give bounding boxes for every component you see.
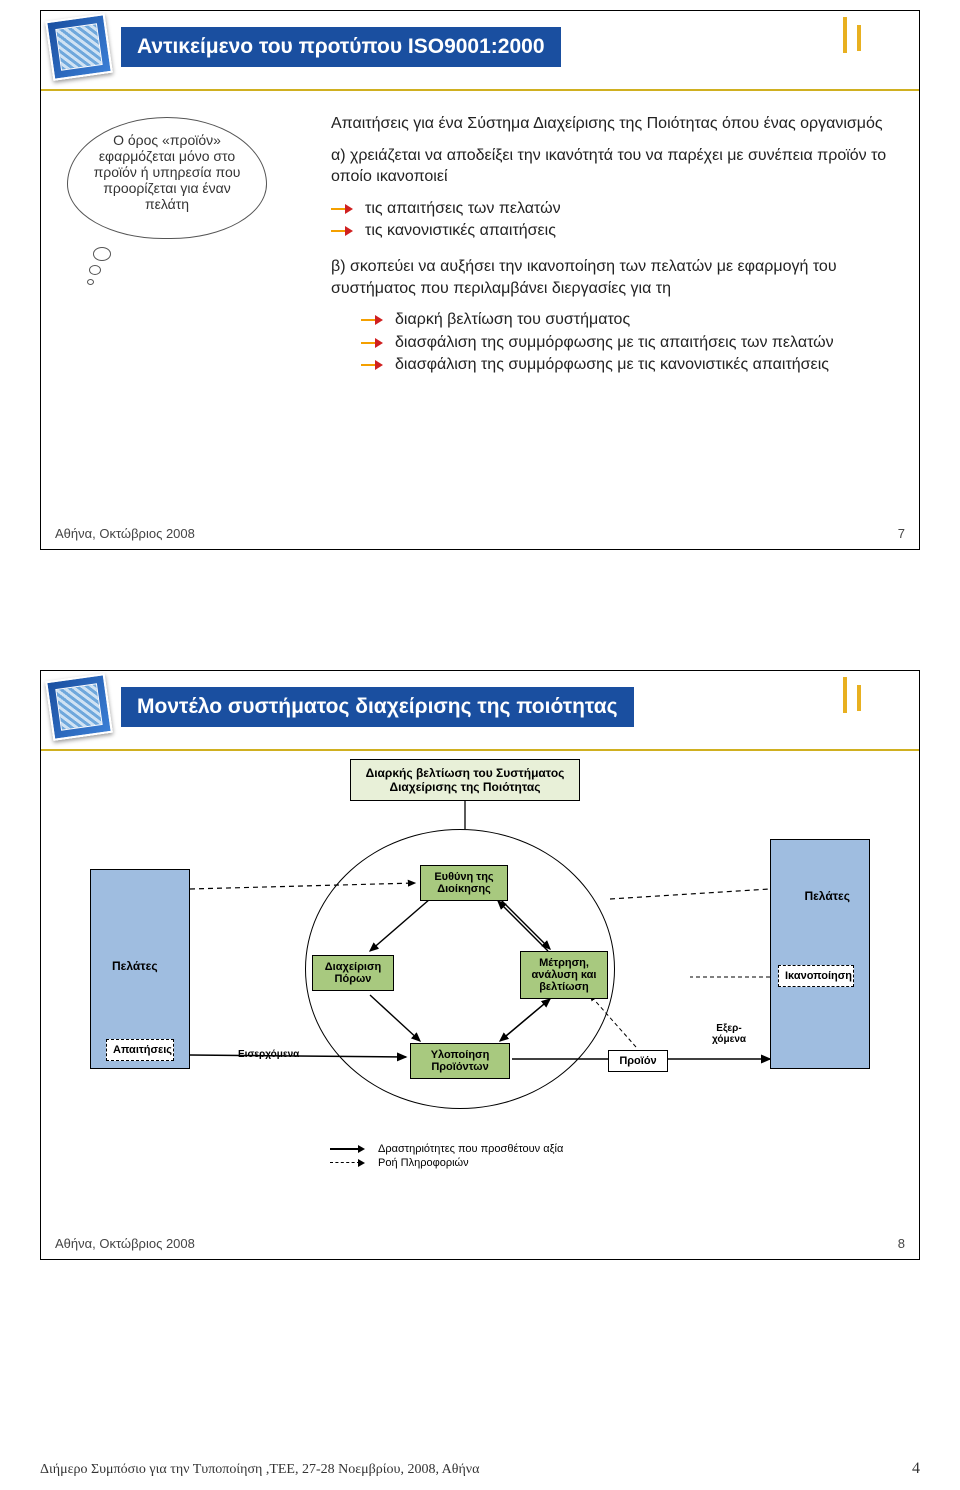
qms-diagram: Διαρκής βελτίωση του Συστήματος Διαχείρι… [70, 759, 890, 1199]
accent-bar-icon [843, 677, 847, 713]
page-footer: Διήμερο Συμπόσιο για την Τυποποίηση ,ΤΕΕ… [0, 1460, 960, 1490]
arrow-icon [361, 360, 387, 370]
node-measurement: Μέτρηση, ανάλυση και βελτίωση [520, 951, 608, 999]
accent-bar-icon [843, 17, 847, 53]
arrow-icon [361, 338, 387, 348]
diagram-legend: Δραστηριότητες που προσθέτουν αξία Ροή Π… [330, 1141, 563, 1171]
slide-number: 7 [898, 526, 905, 541]
page-number: 4 [912, 1460, 920, 1478]
node-realization: Υλοποίηση Προϊόντων [410, 1043, 510, 1079]
satisfaction-box: Ικανοποίηση [778, 965, 854, 987]
slide-footer: Αθήνα, Οκτώβριος 2008 8 [55, 1236, 905, 1251]
customers-right-label: Πελάτες [804, 889, 850, 903]
customers-right-box [770, 839, 870, 1069]
callout-tail-icon [93, 247, 111, 285]
page-footer-text: Διήμερο Συμπόσιο για την Τυποποίηση ,ΤΕΕ… [40, 1462, 479, 1478]
logo-icon [45, 673, 113, 741]
bullet-text: διαρκή βελτίωση του συστήματος [395, 309, 630, 331]
slide-header: Αντικείμενο του προτύπου ISO9001:2000 [41, 11, 919, 87]
slide-body: Ο όρος «προϊόν» εφαρμόζεται μόνο στο προ… [41, 93, 919, 401]
slide-8: Μοντέλο συστήματος διαχείρισης της ποιότ… [40, 670, 920, 1260]
slide-title: Αντικείμενο του προτύπου ISO9001:2000 [121, 27, 561, 67]
arrow-icon [331, 204, 357, 214]
section-a: α) χρειάζεται να αποδείξει την ικανότητά… [331, 145, 889, 188]
arrow-icon [331, 226, 357, 236]
slide-header: Μοντέλο συστήματος διαχείρισης της ποιότ… [41, 671, 919, 747]
product-box: Προϊόν [608, 1050, 668, 1072]
node-resources: Διαχείριση Πόρων [312, 955, 394, 991]
intro-text: Απαιτήσεις για ένα Σύστημα Διαχείρισης τ… [331, 113, 889, 135]
customers-left-label: Πελάτες [112, 959, 158, 973]
accent-bar-icon [857, 685, 861, 711]
node-management: Ευθύνη της Διοίκησης [420, 865, 508, 901]
bullet-text: διασφάλιση της συμμόρφωσης με τις απαιτή… [395, 332, 834, 354]
slide-number: 8 [898, 1236, 905, 1251]
inputs-label: Εισερχόμενα [238, 1049, 299, 1060]
diagram-top-box: Διαρκής βελτίωση του Συστήματος Διαχείρι… [350, 759, 580, 801]
slide-title: Μοντέλο συστήματος διαχείρισης της ποιότ… [121, 687, 634, 727]
bullet-text: τις κανονιστικές απαιτήσεις [365, 220, 556, 242]
legend-text: Δραστηριότητες που προσθέτουν αξία [378, 1143, 563, 1155]
dashed-arrow-icon [330, 1159, 370, 1167]
outputs-label: Εξερ- χόμενα [706, 1023, 752, 1045]
arrow-icon [361, 315, 387, 325]
footer-date: Αθήνα, Οκτώβριος 2008 [55, 1236, 195, 1251]
slide-7: Αντικείμενο του προτύπου ISO9001:2000 Ο … [40, 10, 920, 550]
footer-date: Αθήνα, Οκτώβριος 2008 [55, 526, 195, 541]
slide-footer: Αθήνα, Οκτώβριος 2008 7 [55, 526, 905, 541]
solid-arrow-icon [330, 1145, 370, 1153]
main-text: Απαιτήσεις για ένα Σύστημα Διαχείρισης τ… [331, 113, 889, 376]
divider [41, 749, 919, 751]
legend-text: Ροή Πληροφοριών [378, 1157, 469, 1169]
divider [41, 89, 919, 91]
callout-bubble: Ο όρος «προϊόν» εφαρμόζεται μόνο στο προ… [67, 117, 267, 239]
accent-bar-icon [857, 25, 861, 51]
bullet-text: τις απαιτήσεις των πελατών [365, 198, 561, 220]
logo-icon [45, 13, 113, 81]
bullet-text: διασφάλιση της συμμόρφωσης με τις κανονι… [395, 354, 829, 376]
requirements-box: Απαιτήσεις [106, 1039, 174, 1061]
section-b: β) σκοπεύει να αυξήσει την ικανοποίηση τ… [331, 256, 889, 299]
